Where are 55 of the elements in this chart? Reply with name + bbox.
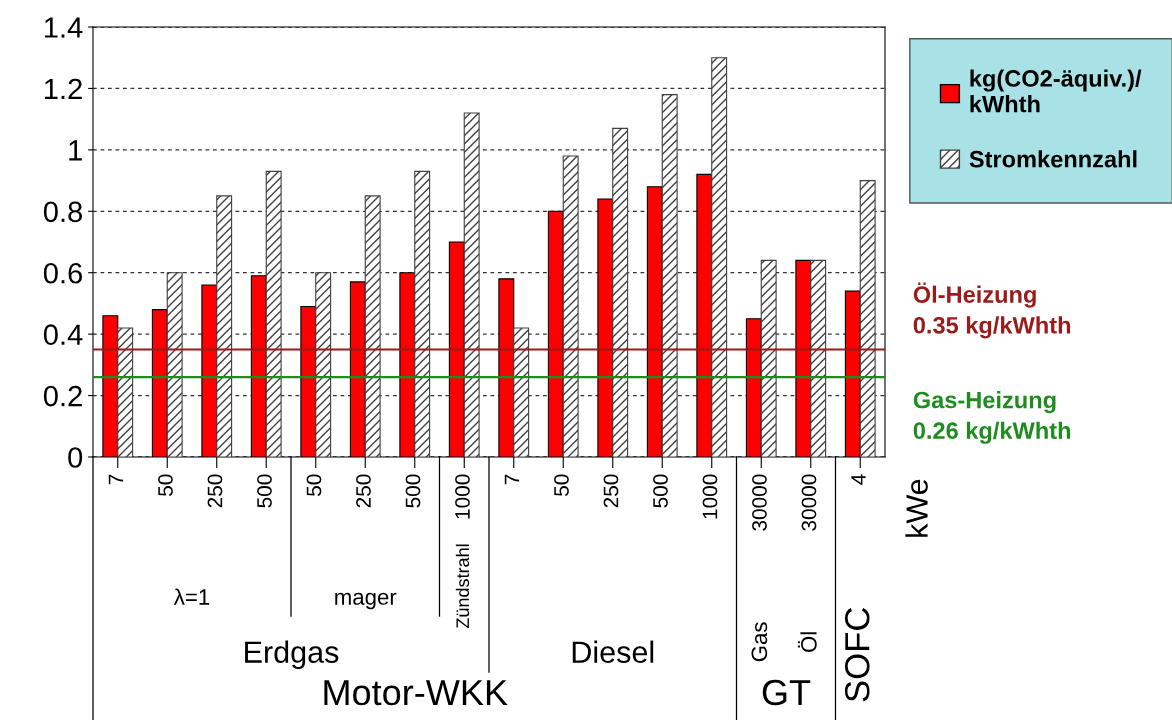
text: Motor-WKK [324,680,508,706]
bar [315,272,332,457]
text: kWe [905,479,928,537]
bar [513,327,530,457]
x-tick-label: 50 [554,474,569,496]
text: Diesel [572,640,654,663]
text: λ=1 [173,588,210,605]
bar [760,259,777,457]
text: Gas [751,622,768,662]
bar [562,155,579,457]
x-tick-label: 500 [257,474,272,508]
text: SOFC [844,607,870,702]
y-tick-label: 0.8 [43,201,83,223]
bar [463,112,480,457]
text: mager [335,592,397,610]
y-tick-label: 1.2 [44,78,82,99]
x-tick-label: 7 [504,474,520,485]
y-tick-label: 0 [68,447,83,468]
ref-line-label: Gas-Heizung 0.26 kg/kWhth [913,391,1071,444]
bar [117,327,134,457]
bar [859,180,876,457]
x-tick-label: 7 [108,474,124,485]
text: GT [762,679,811,706]
x-tick-label: 250 [207,474,223,508]
x-tick-label: 1000 [702,474,718,519]
x-tick-label: 250 [603,474,619,508]
y-tick-label: 1 [69,140,82,161]
y-tick-label: 0.6 [43,262,82,284]
bar [661,94,678,457]
text: Zündstrahl [455,544,470,629]
bar [711,57,728,457]
bar [364,195,381,457]
x-tick-label: 4 [851,474,866,485]
x-tick-label: 500 [405,474,421,508]
text: Erdgas [245,640,339,670]
x-tick-label: 1000 [455,474,470,519]
text: Öl [797,632,817,652]
bar [216,195,233,457]
bar [265,170,282,457]
legend-label: Stromkennzahl [969,150,1137,168]
y-tick-label: 0.2 [43,385,82,407]
bar [414,170,431,457]
y-tick-label: 0.4 [43,324,83,345]
bar [612,127,629,457]
legend-label: kg(CO2-äquiv.)/ kWhth [970,69,1142,113]
x-tick-label: 500 [653,474,668,508]
x-tick-label: 30000 [752,474,767,531]
x-tick-label: 50 [306,474,322,496]
y-tick-label: 1.4 [44,17,83,38]
bar [810,259,827,457]
x-tick-label: 50 [158,474,173,496]
ref-line-label: Öl-Heizung 0.35 kg/kWhth [913,282,1071,339]
x-tick-label: 30000 [801,474,817,531]
bar [166,272,183,457]
x-tick-label: 250 [356,474,371,508]
